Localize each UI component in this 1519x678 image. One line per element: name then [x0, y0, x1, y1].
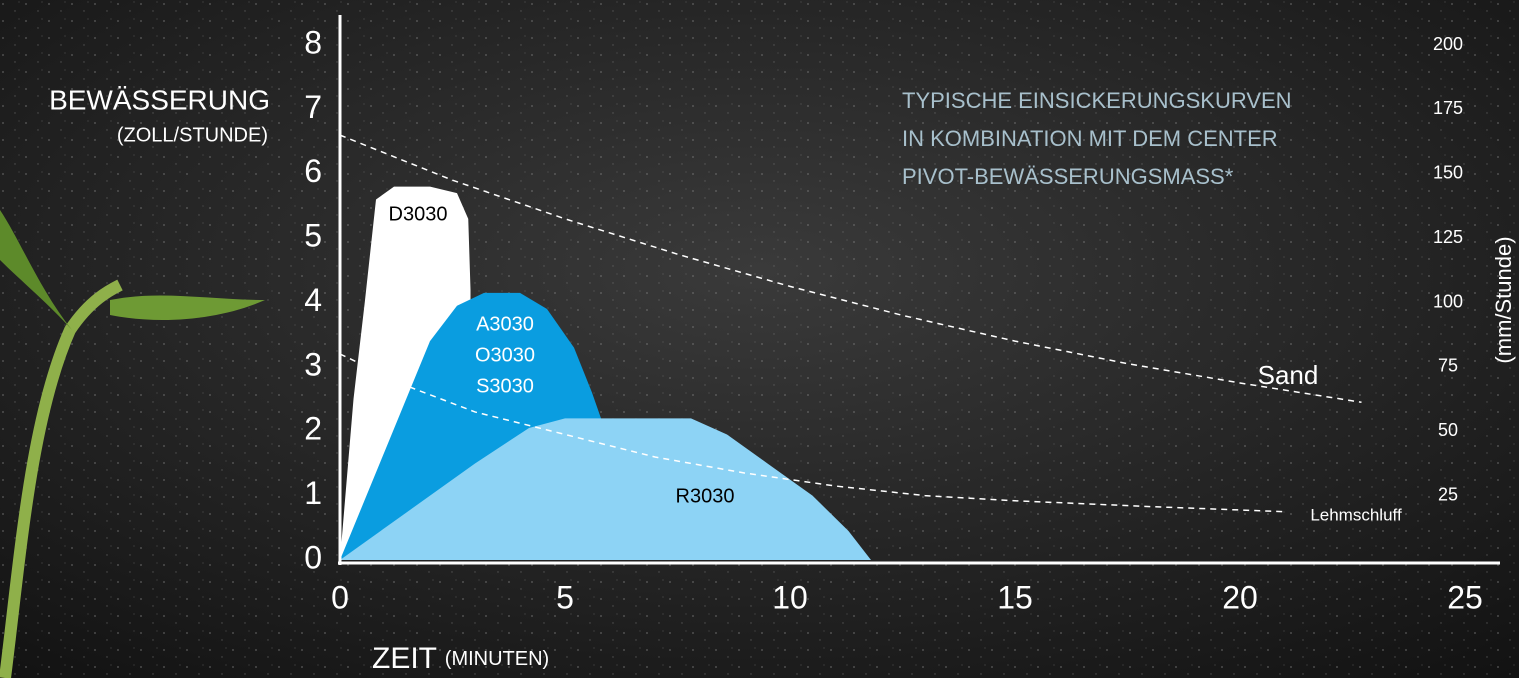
series-label: A3030: [476, 313, 534, 335]
y-axis-unit: (ZOLL/STUNDE): [117, 124, 268, 146]
y-tick-label: 5: [304, 218, 322, 254]
page: D3030 A3030 O3030 S3030 R3030 Sand Lehmschluff…: [0, 0, 1519, 678]
x-tick-label: 25: [1447, 579, 1483, 615]
series-label: O3030: [475, 344, 535, 366]
chart: D3030 A3030 O3030 S3030 R3030 Sand Lehmschluff…: [0, 0, 1519, 678]
y-tick-label: 3: [304, 346, 322, 382]
x-tick-label: 10: [772, 579, 808, 615]
y2-tick-label: 175: [1433, 98, 1463, 118]
y2-tick-label: 125: [1433, 227, 1463, 247]
y2-tick-label: 200: [1433, 34, 1463, 54]
y2-tick-label: 100: [1433, 291, 1463, 311]
series-label: S3030: [476, 375, 534, 397]
curve-label: Sand: [1258, 360, 1319, 390]
y-tick-label: 1: [304, 475, 322, 511]
y-tick-label: 2: [304, 411, 322, 447]
y2-tick-label: 150: [1433, 163, 1463, 183]
x-tick-label: 20: [1222, 579, 1258, 615]
y-tick-label: 7: [304, 89, 322, 125]
y-tick-label: 6: [304, 153, 322, 189]
series-label: D3030: [389, 203, 448, 225]
y-axis-label: BEWÄSSERUNG: [49, 84, 270, 115]
y2-axis-label: (mm/Stunde): [1491, 236, 1516, 363]
series-label: R3030: [676, 485, 735, 507]
y2-tick-label: 25: [1438, 484, 1458, 504]
x-axis-label-main: ZEIT: [372, 642, 437, 675]
chart-title-line: IN KOMBINATION MIT DEM CENTER: [902, 126, 1278, 151]
y-tick-label: 4: [304, 282, 322, 318]
x-axis-unit: (MINUTEN): [445, 648, 549, 670]
y2-tick-label: 50: [1438, 420, 1458, 440]
chart-title-line: TYPISCHE EINSICKERUNGSKURVEN: [902, 88, 1292, 113]
y2-tick-label: 75: [1438, 356, 1458, 376]
x-tick-label: 5: [556, 579, 574, 615]
x-tick-label: 0: [331, 579, 349, 615]
chart-title-line: PIVOT-BEWÄSSERUNGSMASS*: [902, 164, 1234, 189]
curve-label: Lehmschluff: [1310, 505, 1402, 524]
x-tick-label: 15: [997, 579, 1033, 615]
y-tick-label: 8: [304, 24, 322, 60]
y-tick-label: 0: [304, 539, 322, 575]
